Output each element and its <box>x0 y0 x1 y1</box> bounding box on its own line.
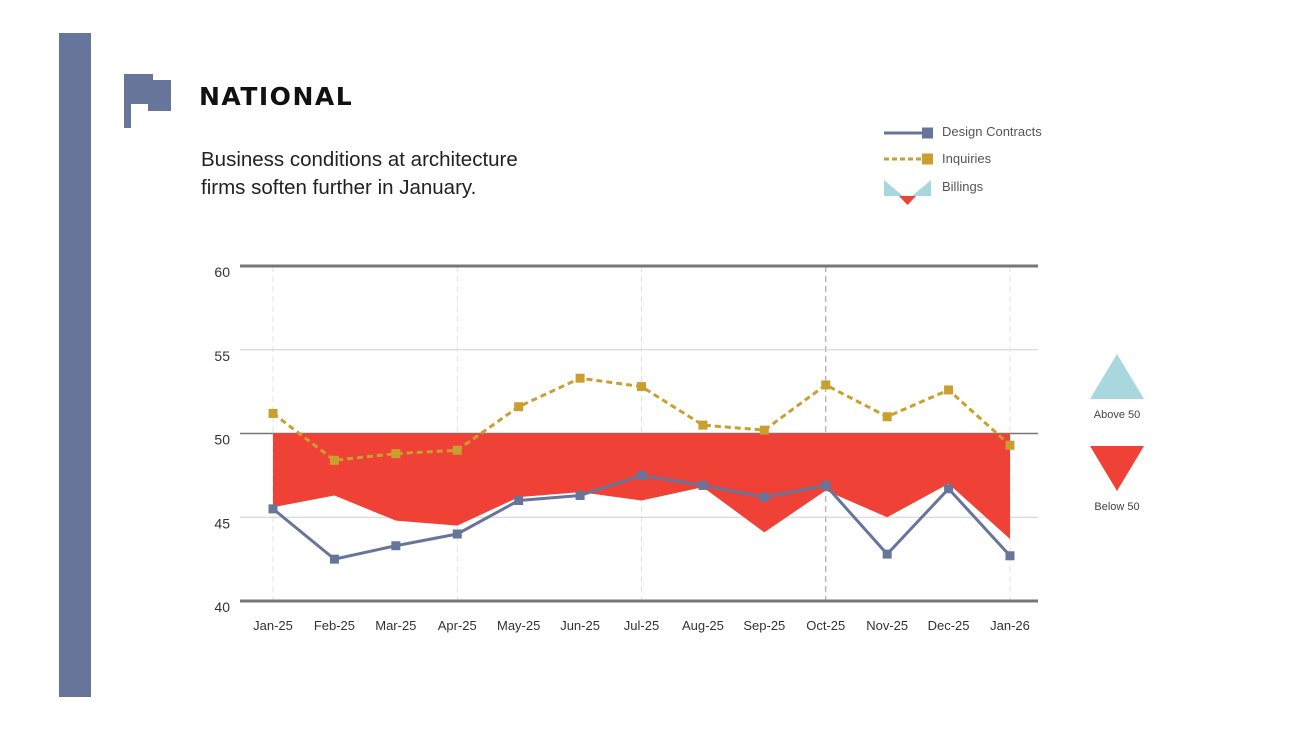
design-contracts-point <box>268 504 278 514</box>
design-contracts-point <box>759 492 769 502</box>
design-contracts-point <box>1005 551 1015 561</box>
above-50-label: Above 50 <box>1093 409 1141 421</box>
page-subtitle: Business conditions at architecture firm… <box>201 146 561 202</box>
x-tick-label: Apr-25 <box>438 618 477 633</box>
inquiries-point <box>759 425 769 435</box>
inquiries-point <box>882 412 892 422</box>
legend-label: Design Contracts <box>942 124 1042 139</box>
up-triangle-icon <box>1090 354 1144 399</box>
inquiries-point <box>452 445 462 455</box>
x-tick-label: Jan-26 <box>990 618 1030 633</box>
y-tick-label: 60 <box>214 264 230 280</box>
flag-icon <box>124 74 171 128</box>
inquiries-point <box>637 382 646 392</box>
side-accent-bar <box>59 33 91 697</box>
x-tick-label: Dec-25 <box>928 618 970 633</box>
design-contracts-point <box>514 496 524 505</box>
solid-line-square-marker-icon <box>884 127 933 139</box>
inquiries-point <box>698 420 708 430</box>
y-tick-label: 45 <box>214 515 230 531</box>
design-contracts-point <box>882 549 892 559</box>
below-50-label: Below 50 <box>1094 501 1140 513</box>
design-contracts-point <box>821 480 831 490</box>
inquiries-point <box>1005 440 1015 450</box>
y-tick-label: 50 <box>214 432 230 448</box>
down-triangle-icon <box>1090 446 1144 491</box>
billings-below-50-area <box>273 433 1010 540</box>
design-contracts-point <box>391 541 401 551</box>
design-contracts-point <box>575 490 585 500</box>
inquiries-point <box>514 402 524 412</box>
design-contracts-point <box>944 484 954 494</box>
below-50-key: Below 50 <box>1088 445 1146 513</box>
x-tick-label: Jul-25 <box>624 618 659 633</box>
subtitle-line-2: firms soften further in January. <box>201 176 477 199</box>
above-below-triangles-icon <box>884 180 931 205</box>
x-tick-label: Mar-25 <box>375 618 416 633</box>
inquiries-point <box>329 455 339 465</box>
inquiries-point <box>268 408 278 418</box>
inquiries-point <box>391 449 401 459</box>
y-axis: 40 45 50 55 60 <box>214 264 230 615</box>
design-contracts-point <box>452 529 462 539</box>
x-tick-label: Jan-25 <box>253 618 293 633</box>
series-lines <box>268 373 1015 564</box>
y-tick-label: 55 <box>214 348 230 364</box>
billings-area <box>273 433 1010 540</box>
inquiries-point <box>944 385 954 395</box>
subtitle-line-1: Business conditions at architecture <box>201 148 518 171</box>
inquiries-point <box>575 373 585 383</box>
x-axis: Jan-25 Feb-25 Mar-25 Apr-25 May-25 Jun-25 Jul-… <box>253 618 1030 633</box>
legend-label: Inquiries <box>942 151 992 166</box>
above-50-key: Above 50 <box>1088 353 1146 421</box>
x-tick-label: Aug-25 <box>682 618 724 633</box>
design-contracts-point <box>637 470 646 480</box>
x-tick-label: Oct-25 <box>806 618 845 633</box>
design-contracts-point <box>329 554 339 564</box>
x-tick-label: Jun-25 <box>560 618 600 633</box>
page-title: NATIONAL <box>199 82 354 111</box>
legend-label: Billings <box>942 179 984 194</box>
y-tick-label: 40 <box>214 599 230 615</box>
dashed-line-square-marker-icon <box>884 153 933 165</box>
x-tick-label: Feb-25 <box>314 618 355 633</box>
inquiries-point <box>821 380 831 390</box>
design-contracts-point <box>698 480 708 490</box>
x-tick-label: May-25 <box>497 618 540 633</box>
x-tick-label: Nov-25 <box>866 618 908 633</box>
x-tick-label: Sep-25 <box>743 618 785 633</box>
